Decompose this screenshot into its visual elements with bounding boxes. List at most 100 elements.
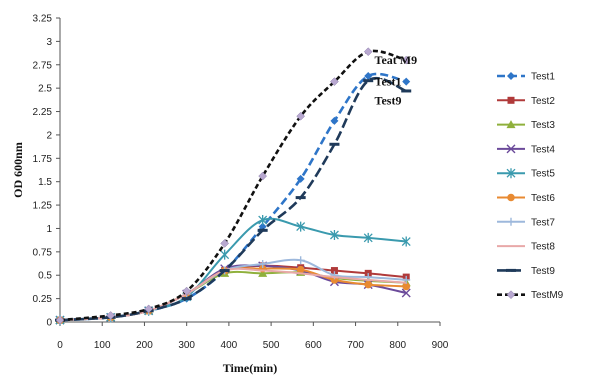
data-point-test5 — [296, 221, 306, 232]
data-point-test6 — [402, 282, 411, 291]
y-tick-label: 0.75 — [33, 247, 53, 258]
legend-item: TestM9 — [497, 290, 564, 301]
data-point-test7 — [258, 260, 267, 269]
legend-item: Test4 — [497, 144, 555, 155]
legend-item: Test9 — [497, 266, 555, 277]
legend-label: Test2 — [531, 96, 555, 107]
annotation-label: Test1 — [375, 75, 402, 89]
legend-marker — [506, 168, 516, 179]
legend-marker — [506, 144, 516, 154]
data-point-test9 — [219, 269, 230, 273]
data-point-testm9 — [55, 315, 65, 325]
data-point-test2 — [330, 267, 338, 275]
legend-item: Test3 — [497, 120, 555, 131]
data-point-test9 — [257, 228, 268, 232]
x-tick-label: 900 — [432, 340, 449, 351]
y-tick-label: 0.25 — [33, 294, 53, 305]
y-tick-label: 3.25 — [33, 14, 53, 25]
data-point-test4 — [401, 288, 411, 298]
data-point-test1 — [364, 71, 373, 80]
series-line-test4 — [59, 264, 407, 322]
legend-label: TestM9 — [531, 290, 564, 301]
data-point-test1 — [402, 77, 411, 86]
data-point-test9 — [329, 142, 340, 146]
annotations: Teat M9 Test1 Test9 — [375, 53, 418, 107]
series-line-test6 — [59, 267, 407, 322]
y-tick-label: 2 — [46, 130, 52, 141]
legend-label: Test3 — [531, 120, 555, 131]
data-point-test9 — [401, 89, 412, 93]
data-point-testm9 — [296, 111, 306, 121]
y-tick-label: 0 — [46, 318, 52, 329]
x-tick-label: 200 — [136, 340, 153, 351]
y-tick-label: 1 — [46, 224, 52, 235]
y-tick-label: 2.25 — [33, 107, 53, 118]
y-tick-label: 2.75 — [33, 60, 53, 71]
legend-marker — [507, 96, 515, 104]
series-line-test2 — [59, 264, 407, 322]
data-point-test7 — [296, 256, 305, 265]
legend-item: Test1 — [497, 72, 555, 83]
data-point-test5 — [401, 236, 411, 247]
x-tick-label: 800 — [389, 340, 406, 351]
data-point-testm9 — [144, 304, 154, 314]
data-point-testm9 — [401, 55, 411, 65]
data-point-test1 — [296, 174, 305, 183]
series-test9 — [55, 76, 412, 322]
y-tick-label: 2.5 — [38, 84, 52, 95]
legend-label: Test1 — [531, 72, 555, 83]
data-point-test1 — [330, 116, 339, 125]
data-point-testm9 — [106, 311, 116, 320]
x-tick-label: 300 — [178, 340, 195, 351]
legend-marker — [506, 290, 516, 300]
legend-label: Test7 — [531, 217, 555, 228]
data-point-test9 — [181, 297, 192, 301]
series-test1 — [56, 71, 411, 325]
x-tick-label: 100 — [94, 340, 111, 351]
legend-marker — [507, 193, 515, 202]
legend-label: Test4 — [531, 144, 555, 155]
series-line-test1 — [59, 72, 407, 322]
legend-marker — [506, 268, 516, 272]
x-tick-label: 600 — [305, 340, 322, 351]
annotation-label: Test9 — [375, 93, 402, 107]
x-tick-label: 700 — [347, 340, 364, 351]
data-point-test5 — [363, 232, 373, 243]
data-point-testm9 — [363, 47, 373, 57]
legend-marker — [507, 217, 515, 226]
data-point-testm9 — [220, 239, 230, 248]
legend-item: Test7 — [497, 217, 555, 228]
y-tick-label: 0.5 — [38, 271, 52, 282]
y-tick-label: 3 — [46, 37, 52, 48]
x-axis-label: Time(min) — [223, 361, 277, 375]
series-testm9 — [55, 47, 411, 325]
legend-label: Test8 — [531, 242, 555, 253]
legend: Test1 Test2 Test3 Test4 Test5 Test6 Test7 Test8… — [497, 72, 564, 301]
series-line-test9 — [59, 76, 407, 322]
legend-label: Test9 — [531, 266, 555, 277]
data-point-testm9 — [182, 286, 192, 296]
y-tick-label: 1.25 — [33, 201, 53, 212]
data-point-test1 — [258, 222, 267, 231]
legend-label: Test5 — [531, 169, 555, 180]
y-tick-label: 1.5 — [38, 177, 52, 188]
data-point-test6 — [296, 265, 305, 274]
data-point-test6 — [364, 280, 373, 289]
y-axis-label: OD 600nm — [11, 142, 25, 198]
series-layer — [55, 47, 412, 326]
annotation-label: Teat M9 — [375, 53, 418, 67]
data-point-testm9 — [258, 171, 268, 181]
legend-item: Test6 — [497, 193, 555, 204]
legend-item: Test2 — [497, 96, 555, 107]
data-point-testm9 — [330, 77, 339, 86]
legend-marker — [507, 72, 515, 80]
series-line-testm9 — [59, 49, 407, 322]
legend-item: Test5 — [497, 168, 555, 180]
data-point-test5 — [258, 215, 268, 226]
legend-marker — [506, 120, 516, 129]
x-tick-label: 0 — [57, 340, 63, 351]
axes: 0 0.25 0.5 0.75 1 1.25 1.5 1.75 2 2.25 2.5 2.75 3 3.2… — [33, 14, 449, 352]
data-point-test9 — [363, 79, 374, 83]
x-tick-label: 500 — [263, 340, 280, 351]
